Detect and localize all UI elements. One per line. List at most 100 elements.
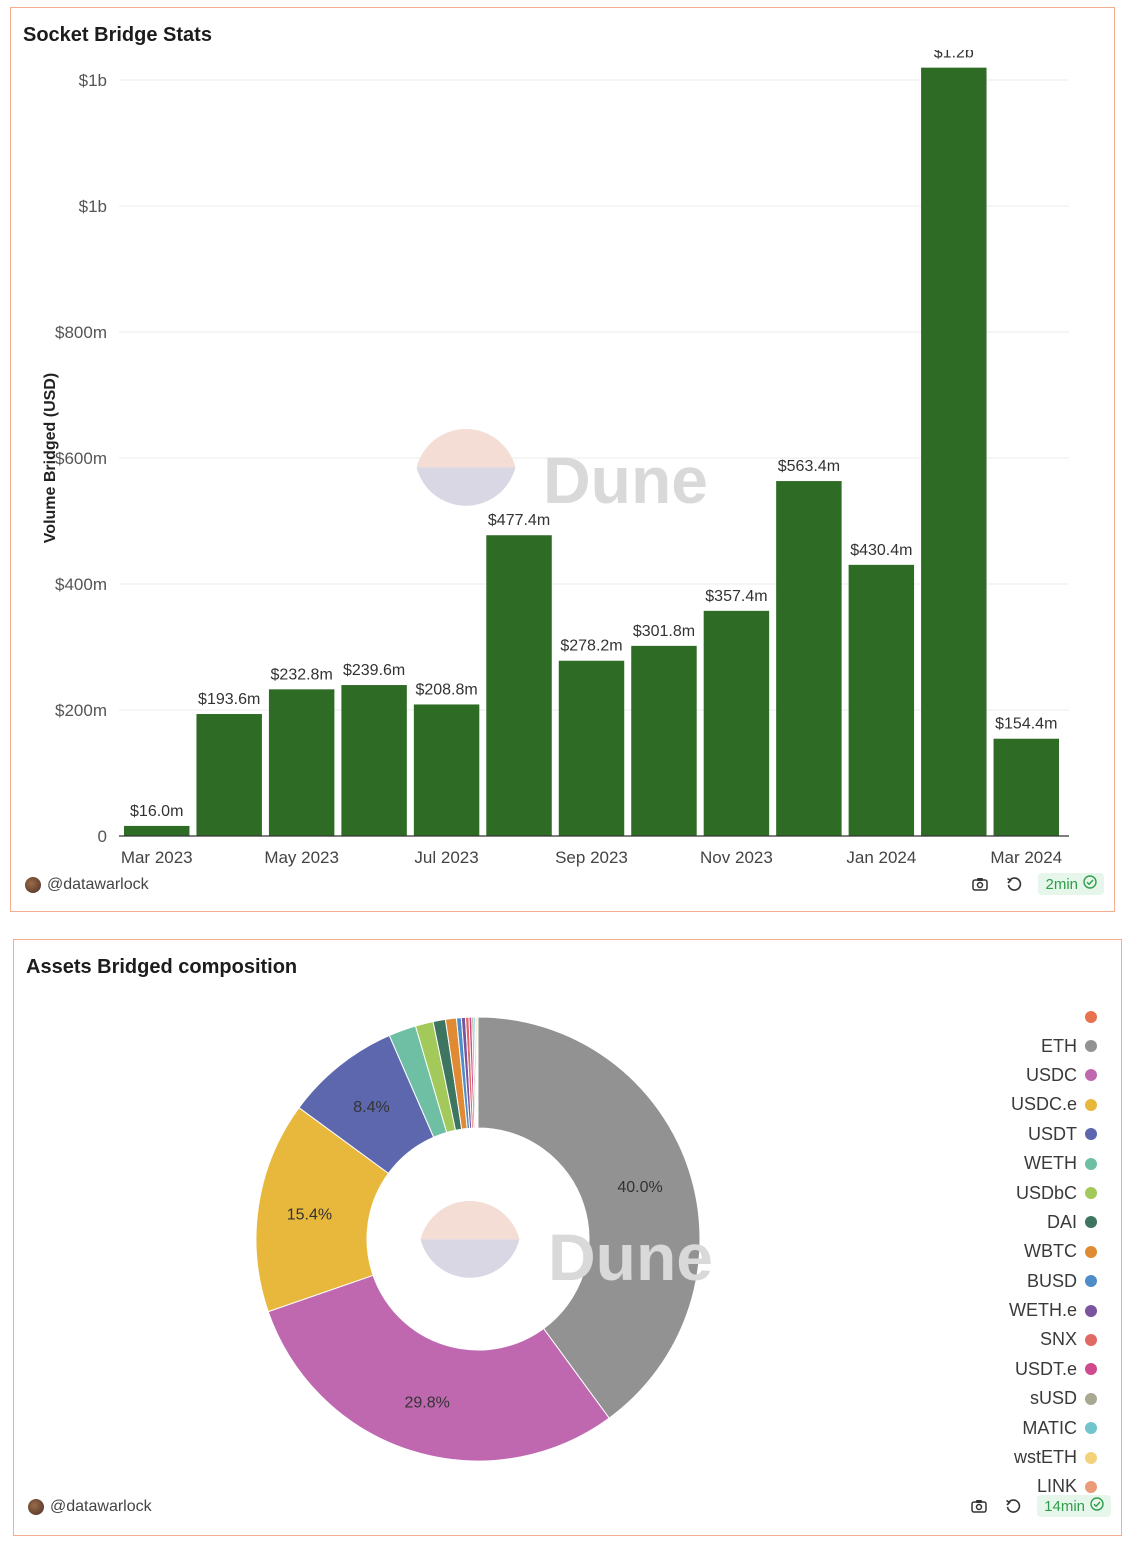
bar-chart: 0 $200m $400m $600m $800m $1b $1b Volume Bridge… [42,50,1069,867]
legend-swatch [1085,1333,1097,1346]
freshness-text: 2min [1045,875,1078,893]
legend-label: USDT [1028,1123,1077,1144]
bar-value-label: $563.4m [778,458,840,475]
legend-swatch [1085,1245,1097,1258]
legend-label: WETH.e [1008,1300,1077,1321]
dune-watermark-text: Dune [543,443,708,517]
bar [341,685,407,836]
bar [413,704,480,836]
y-tick-label: $1b [79,71,107,90]
legend-item[interactable]: sUSD [1030,1384,1097,1413]
legend-item[interactable]: USDC.e [1011,1090,1097,1119]
author-link[interactable]: @datawarlock [25,876,149,894]
dune-logo-top [420,1201,520,1240]
bar-value-label: $239.6m [343,662,405,679]
y-tick-label: $1b [79,197,107,216]
bar-chart-footer: @datawarlock 2min [11,872,1114,902]
legend-label: WETH [1024,1153,1077,1174]
bar-value-label: $357.4m [705,588,767,605]
author-name: @datawarlock [47,876,149,893]
bar-chart-panel: Socket Bridge Stats 0 $200m $400m $600m $800… [10,7,1115,912]
legend-label: USDC [1025,1064,1077,1085]
legend-item[interactable]: USDC [1026,1061,1097,1090]
legend-swatch [1085,1069,1097,1082]
y-tick-label: $800m [55,323,107,342]
legend-item[interactable]: BUSD [1027,1267,1097,1296]
legend-swatch [1085,1363,1097,1376]
legend-item[interactable] [1077,1002,1097,1031]
y-tick-label: $400m [55,575,107,594]
legend-swatch [1085,1157,1097,1170]
pie-slice-label: 8.4% [353,1099,389,1116]
legend-swatch [1085,1010,1097,1023]
pie-slice-label: 15.4% [287,1207,332,1224]
bar-value-label: $193.6m [198,691,260,708]
legend-swatch [1085,1187,1097,1200]
legend-item[interactable]: SNX [1040,1325,1097,1354]
legend-item[interactable]: USDT.e [1015,1355,1097,1384]
bar-value-label: $430.4m [850,542,912,559]
legend-item[interactable]: WBTC [1024,1237,1097,1266]
bar [124,825,190,836]
bar [703,610,770,836]
panel-tools: 14min [969,1495,1111,1517]
dune-logo-bottom [416,467,516,506]
bar [993,738,1059,836]
legend-swatch [1085,1128,1097,1141]
legend-label: MATIC [1022,1417,1077,1438]
avatar [28,1499,44,1515]
legend-swatch [1085,1216,1097,1229]
legend-item[interactable]: ETH [1041,1031,1097,1060]
legend-label: BUSD [1026,1270,1077,1291]
legend-item[interactable]: MATIC [1022,1413,1097,1442]
legend-label: SNX [1039,1329,1077,1350]
legend-swatch [1085,1275,1097,1288]
pie-slice [477,1016,701,1419]
bar [486,535,552,836]
legend-label: ETH [1041,1035,1077,1056]
pie-chart-footer: @datawarlock 14min [14,1494,1121,1524]
legend-swatch [1085,1098,1097,1111]
bar-value-label: $208.8m [415,681,477,698]
camera-icon[interactable] [969,1496,989,1516]
bar [776,481,842,836]
legend-item[interactable]: USDT [1028,1120,1097,1149]
bar-value-label: $278.2m [560,638,622,655]
bar-chart-title: Socket Bridge Stats [23,24,212,46]
x-tick-label: Jul 2023 [414,848,478,867]
pie-chart-title: Assets Bridged composition [26,956,298,978]
legend-item[interactable]: LINK [1037,1472,1097,1501]
legend-item[interactable]: DAI [1047,1208,1097,1237]
bar [848,564,915,836]
check-circle-icon [1090,1497,1104,1515]
pie-legend: ETH USDC USDC.e USDT WETH USDbC DAI WBTC BUSD WET… [1009,1002,1097,1502]
pie-slice-label: 40.0% [617,1179,662,1196]
refresh-icon[interactable] [1004,874,1024,894]
legend-item[interactable]: WETH [1024,1149,1097,1178]
camera-icon[interactable] [970,874,990,894]
bar-value-label: $1.2b [934,50,974,62]
legend-item[interactable]: USDbC [1016,1178,1097,1207]
legend-swatch [1085,1451,1097,1464]
pie-slice [255,1106,390,1313]
pie-chart: 40.0% 29.8% 15.4% 8.4% Dune [255,1016,713,1462]
dune-logo-top [416,429,516,468]
y-tick-label: $200m [55,701,107,720]
dune-watermark-text: Dune [548,1220,713,1294]
pie-slice [267,1274,610,1462]
bar-value-label: $16.0m [130,803,183,820]
legend-label: WBTC [1024,1241,1077,1262]
pie-chart-panel: Assets Bridged composition 40.0% 29.8% 15.… [13,939,1122,1536]
x-tick-label: Mar 2024 [990,848,1062,867]
bar [558,660,625,836]
author-link[interactable]: @datawarlock [28,1498,152,1516]
bar [196,714,262,836]
legend-item[interactable]: wstETH [1014,1443,1097,1472]
refresh-icon[interactable] [1003,1496,1023,1516]
bar-value-label: $154.4m [995,716,1057,733]
author-name: @datawarlock [50,1498,152,1515]
legend-item[interactable]: WETH.e [1009,1296,1097,1325]
legend-label: USDbC [1015,1182,1077,1203]
bar [631,645,697,836]
legend-label: LINK [1036,1476,1077,1497]
